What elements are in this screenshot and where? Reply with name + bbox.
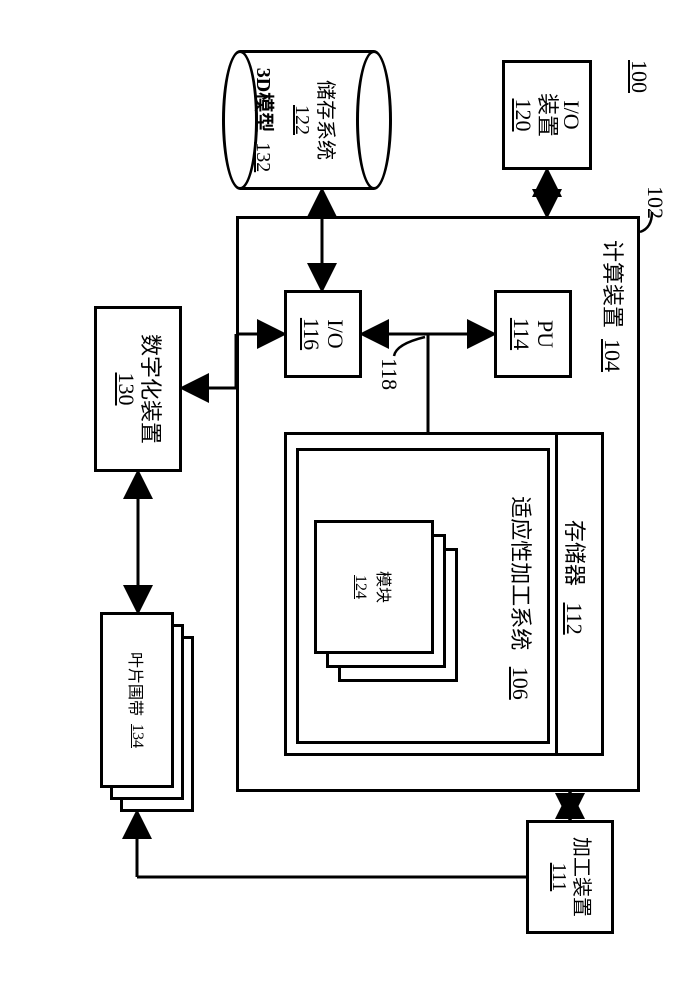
modules-num: 124 — [351, 575, 369, 599]
pu-num: 114 — [509, 318, 533, 350]
shroud-num: 134 — [128, 724, 146, 748]
shroud-stack: 叶片围带 134 — [100, 612, 194, 812]
io-inside-title: I/O — [323, 319, 347, 348]
processing-device-box: 加工装置 111 — [526, 820, 614, 934]
memory-separator — [555, 432, 558, 756]
figure-ref-label: 100 — [626, 60, 652, 93]
io-device-num: 120 — [511, 99, 535, 132]
lead-118-label: 118 — [376, 358, 402, 390]
pu-title: PU — [533, 320, 557, 348]
lead-102-label: 102 — [642, 186, 668, 219]
modules-title: 模块 — [373, 571, 397, 603]
storage-title: 储存系统 122 — [290, 50, 342, 190]
adaptive-system-title: 适应性加工系统 106 — [506, 470, 538, 726]
io-inside-num: 116 — [299, 318, 323, 350]
io-inside-box: I/O 116 — [284, 290, 362, 378]
processing-device-title: 加工装置 — [570, 837, 592, 917]
modules-stack: 模块 124 — [324, 520, 458, 682]
digitizer-title: 数字化装置 — [138, 334, 162, 444]
computing-device-title: 计算装置 104 — [598, 240, 630, 372]
diagram-canvas: 100 计算装置 104 102 存储器 112 适应性加工系统 106 模块 … — [0, 0, 692, 1000]
pu-box: PU 114 — [494, 290, 572, 378]
processing-device-num: 111 — [548, 863, 570, 892]
io-device-box: I/O 装置 120 — [502, 60, 592, 170]
digitizer-num: 130 — [114, 373, 138, 406]
shroud-title: 叶片围带 — [125, 652, 149, 716]
memory-title: 存储器 112 — [560, 520, 592, 635]
digitizer-box: 数字化装置 130 — [94, 306, 182, 472]
storage-cylinder: 储存系统 122 3D模型 132 — [222, 50, 392, 190]
model3d-title: 3D模型 132 — [251, 50, 280, 190]
io-device-title: I/O 装置 — [535, 93, 583, 137]
